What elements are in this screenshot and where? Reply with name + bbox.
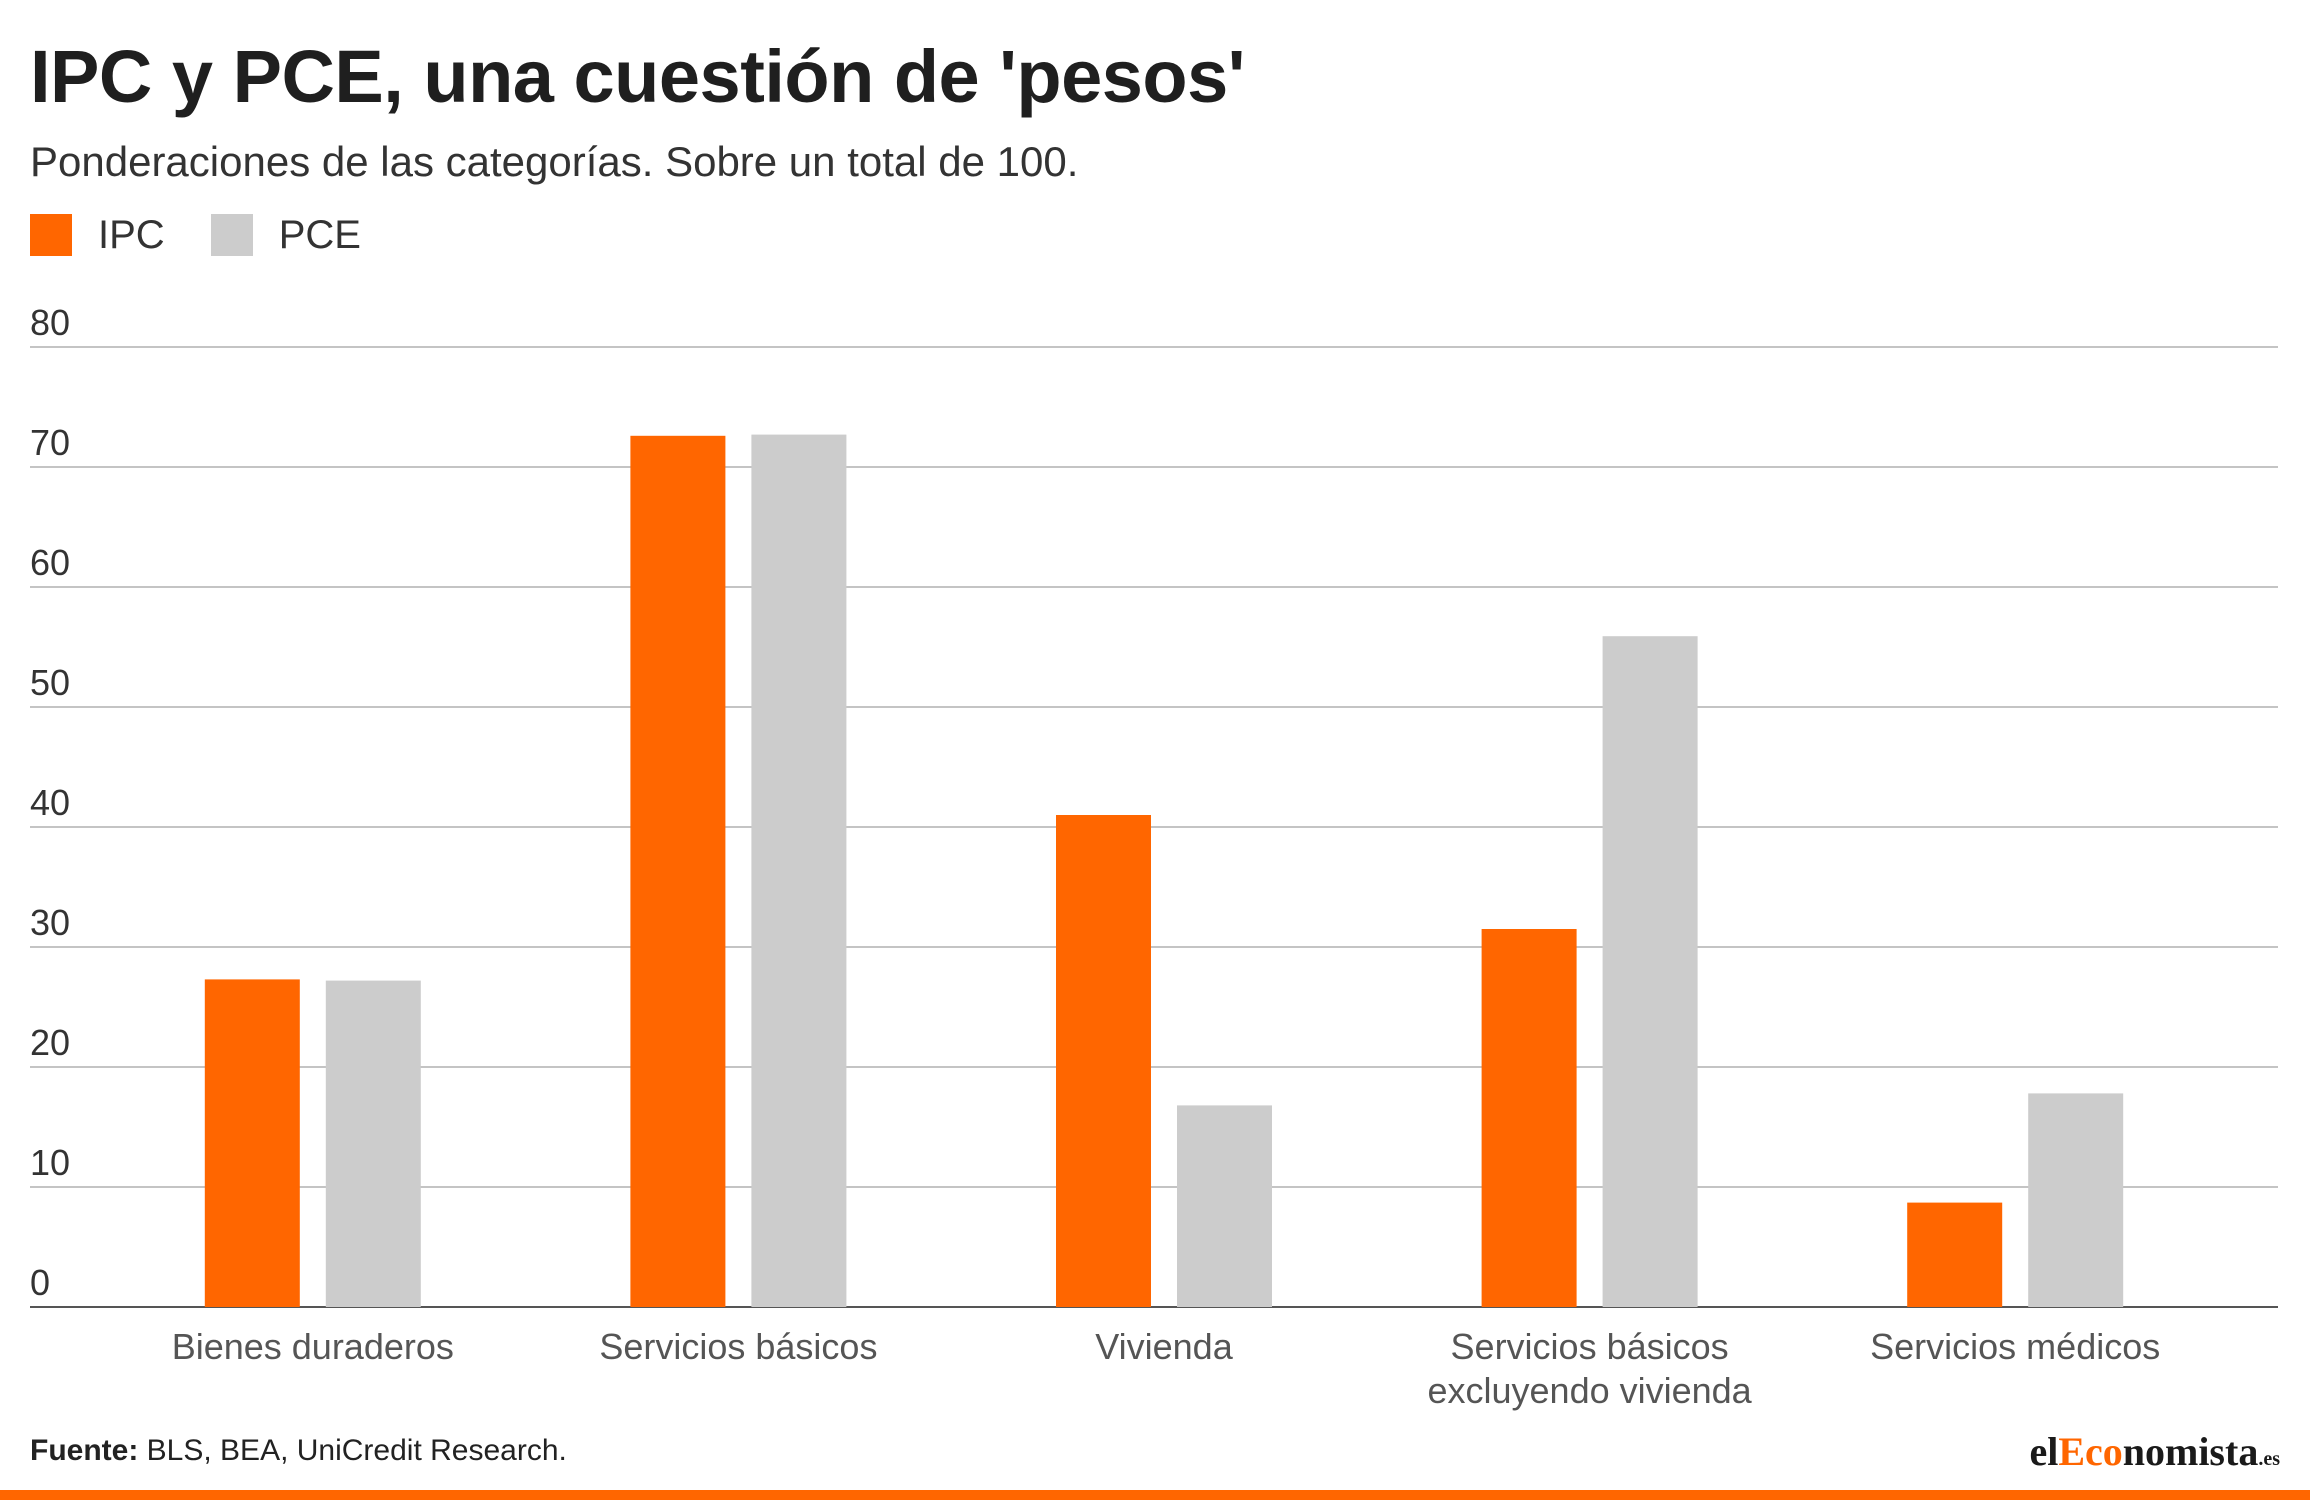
legend-label-pce: PCE <box>278 212 361 257</box>
bar-ipc-4 <box>1907 1202 2003 1307</box>
chart-subtitle: Ponderaciones de las categorías. Sobre u… <box>30 138 1079 185</box>
brand-tld: .es <box>2258 1448 2280 1470</box>
legend-item-pce: PCE <box>210 212 361 258</box>
brand-prefix: el <box>2029 1429 2059 1474</box>
bar-pce-3 <box>1602 636 1698 1307</box>
source-label: Fuente: <box>30 1434 139 1467</box>
bar-pce-0 <box>325 980 421 1307</box>
legend-swatch-pce <box>210 214 253 256</box>
x-tick-label-line: Servicios básicos <box>1451 1326 1729 1367</box>
y-tick-label: 60 <box>30 542 70 583</box>
x-tick-label: Servicios básicos <box>599 1326 877 1367</box>
bar-pce-4 <box>2028 1093 2124 1307</box>
y-tick-label: 40 <box>30 782 70 823</box>
bar-ipc-2 <box>1056 815 1151 1307</box>
y-tick-label: 0 <box>30 1262 50 1303</box>
bottom-accent-bar <box>0 1490 2310 1500</box>
bar-ipc-3 <box>1481 929 1577 1307</box>
x-tick-label: Bienes duraderos <box>172 1326 454 1367</box>
legend: IPC PCE <box>30 210 407 260</box>
bar-pce-1 <box>751 434 847 1308</box>
bar-ipc-0 <box>204 979 300 1307</box>
y-tick-label: 80 <box>30 302 70 343</box>
bar-pce-2 <box>1177 1105 1272 1307</box>
legend-label-ipc: IPC <box>98 212 165 257</box>
brand-rest: nomista <box>2122 1429 2259 1474</box>
y-tick-label: 70 <box>30 422 70 463</box>
source-text: BLS, BEA, UniCredit Research. <box>146 1434 567 1467</box>
brand-accent: Eco <box>2058 1429 2123 1474</box>
legend-item-ipc: IPC <box>30 213 165 258</box>
bar-ipc-1 <box>630 435 726 1307</box>
x-tick-label-line: Servicios médicos <box>1870 1326 2160 1367</box>
legend-swatch-ipc <box>30 214 72 256</box>
brand-logo: elEconomista.es <box>2029 1428 2280 1475</box>
x-tick-label: Servicios médicos <box>1870 1326 2160 1367</box>
x-tick-label: Servicios básicos excluyendo vivienda <box>1427 1326 1752 1411</box>
x-tick-label-line: Servicios básicos <box>599 1326 877 1367</box>
chart-title: IPC y PCE, una cuestión de 'pesos' <box>30 35 1245 118</box>
y-tick-label: 30 <box>30 902 70 943</box>
y-tick-label: 20 <box>30 1022 70 1063</box>
y-tick-label: 10 <box>30 1142 70 1183</box>
y-tick-label: 50 <box>30 662 70 703</box>
x-tick-label: Vivienda <box>1095 1326 1233 1367</box>
x-tick-label-line: excluyendo vivienda <box>1427 1370 1752 1411</box>
source-note: Fuente: BLS, BEA, UniCredit Research. <box>30 1434 567 1468</box>
x-tick-label-line: Vivienda <box>1095 1326 1233 1367</box>
bar-chart: 0 10 20 30 40 50 60 70 80 Bienes duraderos Servici… <box>30 302 2278 1411</box>
x-tick-label-line: Bienes duraderos <box>172 1326 454 1367</box>
